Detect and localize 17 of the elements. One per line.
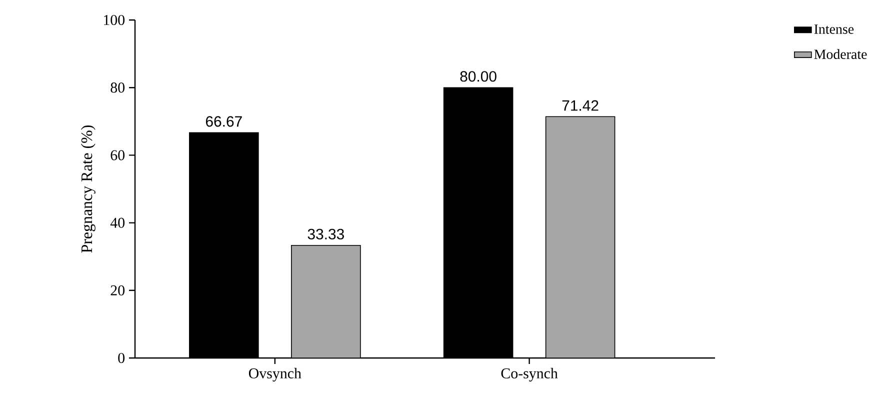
y-tick-label: 60 — [110, 150, 125, 160]
y-tick-label: 20 — [110, 285, 125, 296]
data-label: 33.33 — [308, 228, 344, 240]
legend-label: Moderate — [814, 49, 867, 59]
y-axis-title: Pregnancy Rate (%) — [80, 126, 96, 253]
y-tick-label: 80 — [110, 82, 125, 93]
data-label: 66.67 — [206, 116, 242, 127]
y-tick-label: 40 — [110, 218, 125, 228]
data-label: 80.00 — [460, 71, 496, 82]
data-label: 71.42 — [562, 100, 598, 111]
y-tick-label: 0 — [118, 352, 125, 364]
x-tick-label: Ovsynch — [248, 368, 302, 382]
bar — [545, 116, 616, 358]
legend-label: Intense — [814, 24, 854, 34]
bar — [291, 244, 361, 358]
x-tick-label: Co-synch — [501, 368, 558, 382]
y-tick-label: 100 — [104, 14, 125, 26]
